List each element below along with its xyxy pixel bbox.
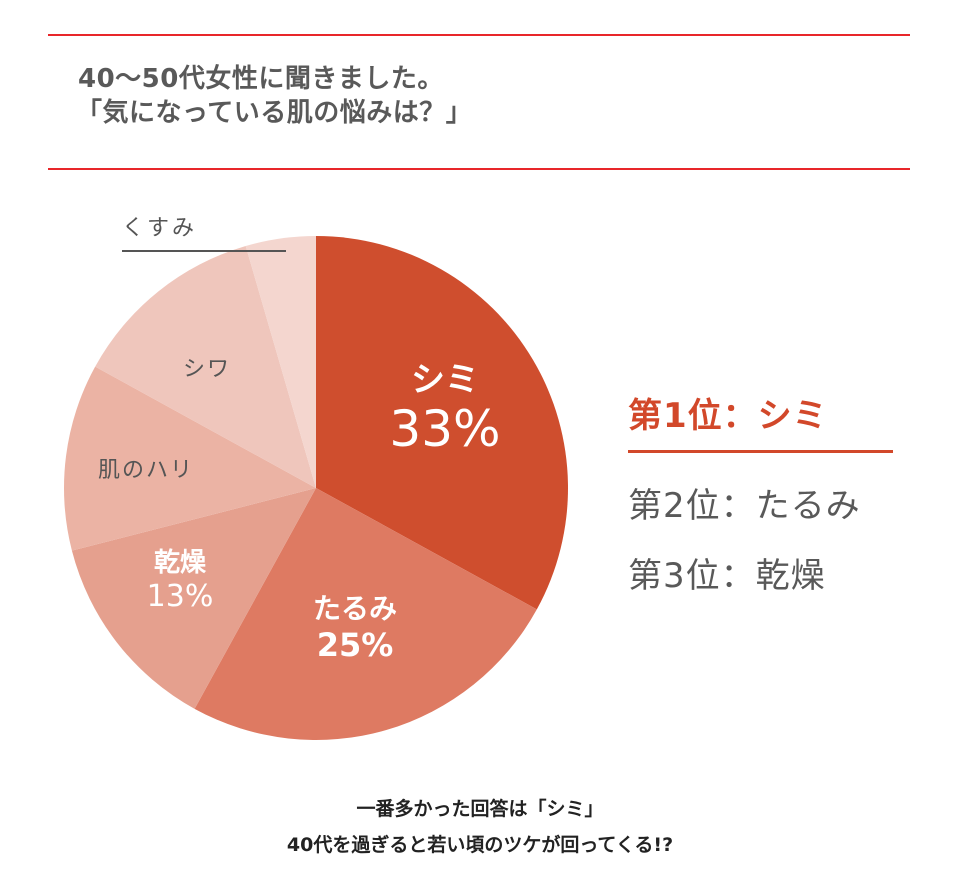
label-tarumi: たるみ 25% <box>312 592 397 664</box>
rank-second: 第2位：たるみ <box>628 486 861 526</box>
pie-slice-kusumi <box>245 236 316 488</box>
top-rule <box>48 34 910 36</box>
pie-slice-kanso <box>71 488 316 709</box>
footer-line-1: 一番多かった回答は「シミ」 <box>356 798 604 820</box>
label-shimi: シミ 33% <box>389 360 501 458</box>
pie-slice-shiwa <box>95 246 316 488</box>
title-line-1: 40～50代女性に聞きました。 <box>78 64 444 94</box>
label-kanso: 乾燥 13% <box>146 548 214 615</box>
bottom-rule <box>48 168 910 170</box>
label-shiwa: シワ <box>183 357 232 382</box>
title-line-2: 「気になっている肌の悩みは？」 <box>76 98 473 128</box>
footer-line-2: 40代を過ぎると若い頃のツケが回ってくる!? <box>286 834 674 856</box>
pie-slice-hada-no-hari <box>64 366 316 551</box>
pie-slice-shimi <box>316 236 569 610</box>
page-title: 40～50代女性に聞きました。 「気になっている肌の悩みは？」 <box>76 62 473 130</box>
kusumi-leader-line <box>122 250 286 252</box>
pie-slice-tarumi <box>194 488 537 740</box>
rank-divider <box>628 450 893 453</box>
rank-third: 第3位：乾燥 <box>628 556 826 596</box>
label-hada-no-hari: 肌のハリ <box>98 458 195 483</box>
label-kusumi: くすみ <box>122 216 198 241</box>
rank-first: 第1位：シミ <box>628 396 828 436</box>
